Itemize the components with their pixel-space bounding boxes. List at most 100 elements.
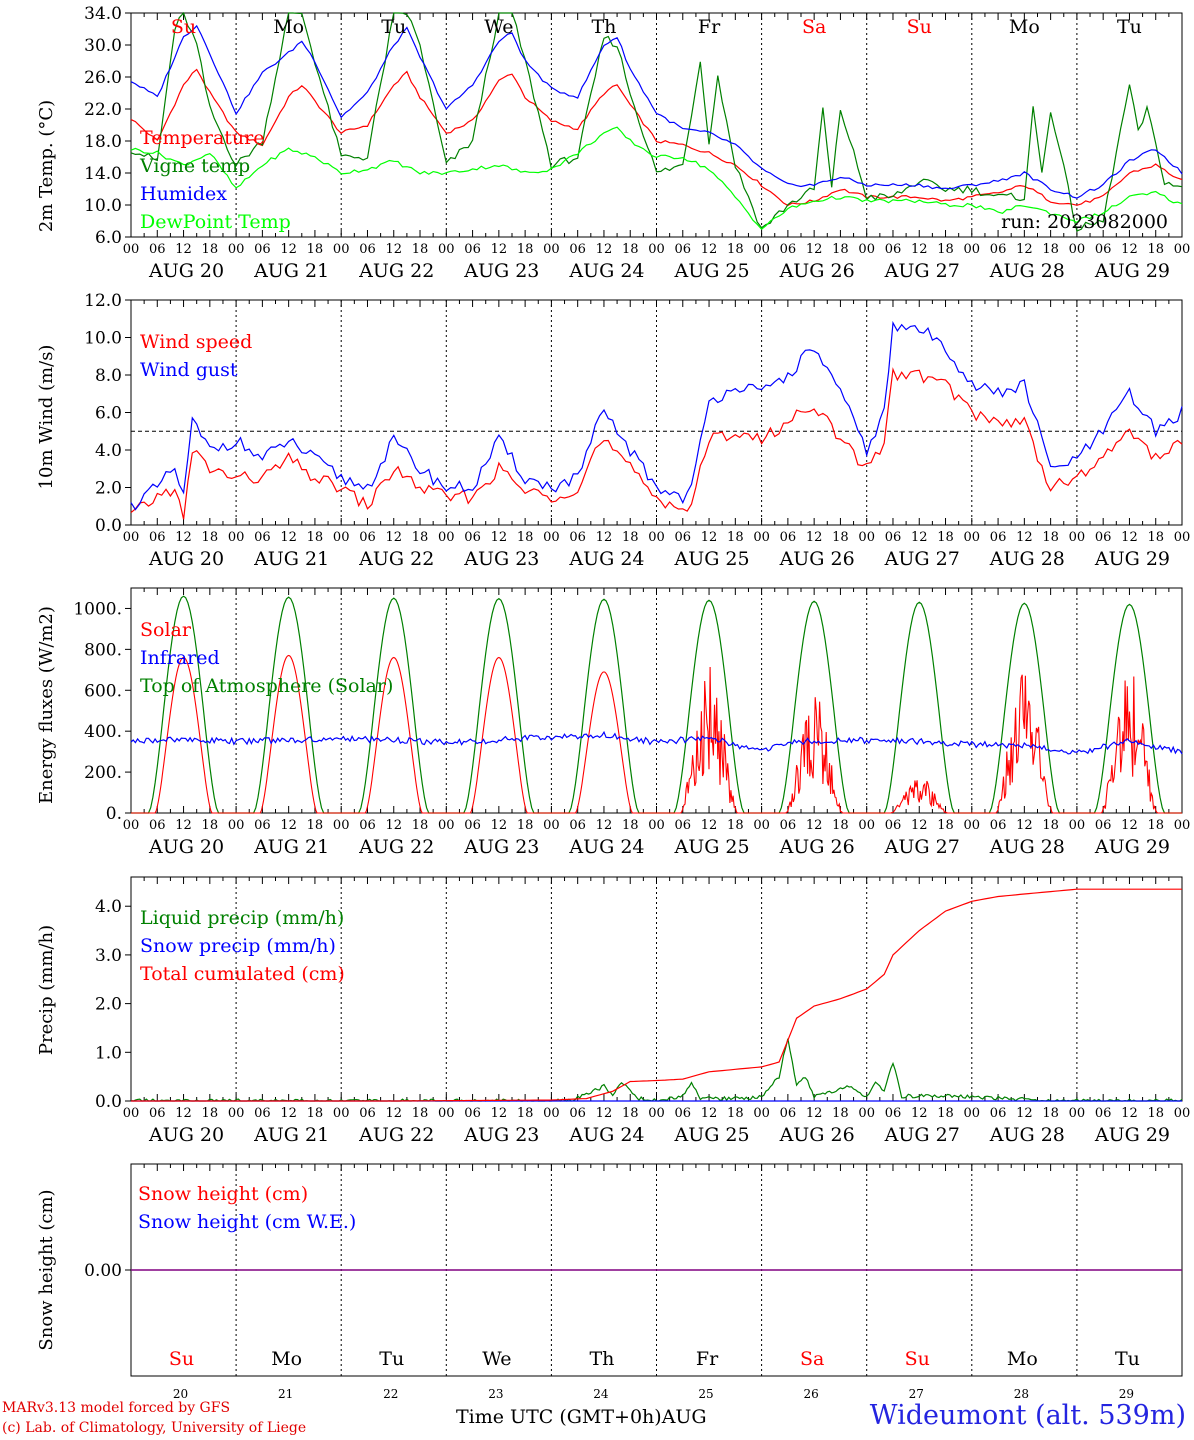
hour-tick-label: 12 bbox=[491, 818, 508, 833]
day-label: AUG 29 bbox=[1094, 548, 1170, 570]
series-line-infrared bbox=[130, 730, 1183, 755]
hour-tick-label: 00 bbox=[123, 530, 140, 545]
hour-tick-label: 18 bbox=[832, 818, 849, 833]
day-label: AUG 20 bbox=[148, 836, 224, 858]
hour-tick-label: 00 bbox=[753, 1106, 770, 1121]
hour-tick-label: 00 bbox=[964, 818, 981, 833]
series-line-wind-speed bbox=[130, 367, 1183, 520]
hour-tick-label: 12 bbox=[1016, 1106, 1033, 1121]
y-tick-label: 10.0 bbox=[84, 196, 122, 216]
hour-tick-label: 00 bbox=[858, 530, 875, 545]
hour-tick-label: 12 bbox=[701, 818, 718, 833]
hour-tick-label: 06 bbox=[569, 242, 586, 257]
hour-tick-label: 18 bbox=[307, 818, 324, 833]
hour-tick-label: 18 bbox=[1147, 530, 1164, 545]
legend-top-of-atmosphere-solar-: Top of Atmosphere (Solar) bbox=[140, 675, 393, 697]
hour-tick-label: 06 bbox=[780, 818, 797, 833]
hour-tick-label: 12 bbox=[911, 1106, 928, 1121]
y-tick-label: 6.0 bbox=[95, 228, 122, 248]
hour-tick-label: 00 bbox=[964, 242, 981, 257]
hour-tick-label: 18 bbox=[412, 242, 429, 257]
hour-tick-label: 18 bbox=[307, 530, 324, 545]
hour-tick-label: 18 bbox=[1147, 1106, 1164, 1121]
hour-tick-label: 06 bbox=[885, 818, 902, 833]
hour-tick-label: 00 bbox=[1069, 818, 1086, 833]
day-label: AUG 21 bbox=[253, 548, 329, 570]
hour-tick-label: 06 bbox=[885, 242, 902, 257]
y-tick-label: 2.0 bbox=[95, 995, 122, 1015]
series-line-dewpoint-temp bbox=[130, 126, 1183, 231]
y-tick-label: 8.0 bbox=[95, 366, 122, 386]
day-label: AUG 21 bbox=[253, 1124, 329, 1146]
legend-total-cumulated-cm-: Total cumulated (cm) bbox=[140, 963, 345, 985]
legend-snow-height-cm-w-e-: Snow height (cm W.E.) bbox=[138, 1211, 356, 1233]
hour-tick-label: 00 bbox=[123, 242, 140, 257]
hour-tick-label: 06 bbox=[359, 242, 376, 257]
series-line-vigne-temp bbox=[130, 11, 1183, 232]
hour-tick-label: 00 bbox=[228, 530, 245, 545]
y-tick-label: 30.0 bbox=[84, 36, 122, 56]
hour-tick-label: 00 bbox=[123, 1106, 140, 1121]
time-axis-label: Time UTC (GMT+0h) bbox=[456, 1406, 662, 1428]
y-tick-label: 0. bbox=[106, 804, 122, 824]
series-line-temperature bbox=[130, 68, 1183, 207]
hour-tick-label: 06 bbox=[464, 1106, 481, 1121]
lab-credit: (c) Lab. of Climatology, University of L… bbox=[2, 1420, 307, 1436]
hour-tick-label: 00 bbox=[333, 530, 350, 545]
y-tick-label: 1.0 bbox=[95, 1043, 122, 1063]
hour-tick-label: 12 bbox=[491, 530, 508, 545]
day-label: AUG 23 bbox=[463, 548, 539, 570]
hour-tick-label: 12 bbox=[596, 242, 613, 257]
hour-tick-label: 00 bbox=[438, 1106, 455, 1121]
hour-tick-label: 18 bbox=[307, 242, 324, 257]
y-tick-label: 10.0 bbox=[84, 329, 122, 349]
legend-wind-gust: Wind gust bbox=[140, 359, 238, 381]
hour-tick-label: 06 bbox=[1095, 818, 1112, 833]
hour-tick-label: 18 bbox=[727, 530, 744, 545]
day-number-label: 27 bbox=[909, 1387, 924, 1400]
day-number-label: 20 bbox=[173, 1387, 188, 1400]
hour-tick-label: 18 bbox=[517, 1106, 534, 1121]
hour-tick-label: 12 bbox=[806, 242, 823, 257]
weekday-label: Tu bbox=[379, 1348, 404, 1370]
hour-tick-label: 12 bbox=[911, 818, 928, 833]
hour-tick-label: 12 bbox=[596, 530, 613, 545]
y-tick-label: 34.0 bbox=[84, 4, 122, 24]
day-label: AUG 28 bbox=[989, 260, 1065, 282]
hour-tick-label: 00 bbox=[964, 530, 981, 545]
weekday-label: Tu bbox=[1115, 1348, 1140, 1370]
hour-tick-label: 12 bbox=[911, 242, 928, 257]
hour-tick-label: 00 bbox=[543, 242, 560, 257]
hour-tick-label: 06 bbox=[675, 530, 692, 545]
hour-tick-label: 06 bbox=[464, 530, 481, 545]
day-label: AUG 28 bbox=[989, 1124, 1065, 1146]
hour-tick-label: 06 bbox=[254, 1106, 271, 1121]
day-label: AUG 27 bbox=[884, 836, 960, 858]
hour-tick-label: 18 bbox=[727, 242, 744, 257]
hour-tick-label: 06 bbox=[1095, 1106, 1112, 1121]
day-label: AUG 20 bbox=[148, 1124, 224, 1146]
hour-tick-label: 00 bbox=[543, 1106, 560, 1121]
y-tick-label: 0.0 bbox=[95, 1092, 122, 1112]
hour-tick-label: 00 bbox=[543, 530, 560, 545]
weekday-label: We bbox=[482, 1348, 511, 1370]
y-axis-label: Precip (mm/h) bbox=[36, 925, 57, 1055]
weekday-label: Fr bbox=[696, 1348, 719, 1370]
hour-tick-label: 00 bbox=[753, 530, 770, 545]
y-tick-label: 14.0 bbox=[84, 164, 122, 184]
hour-tick-label: 18 bbox=[1042, 1106, 1059, 1121]
legend-solar: Solar bbox=[140, 619, 192, 641]
weekday-label: Tu bbox=[381, 16, 406, 38]
y-axis-label: 10m Wind (m/s) bbox=[36, 345, 57, 490]
hour-tick-label: 12 bbox=[175, 530, 192, 545]
hour-tick-label: 12 bbox=[385, 818, 402, 833]
hour-tick-label: 12 bbox=[1016, 530, 1033, 545]
hour-tick-label: 18 bbox=[832, 1106, 849, 1121]
hour-tick-label: 00 bbox=[964, 1106, 981, 1121]
hour-tick-label: 00 bbox=[858, 818, 875, 833]
hour-tick-label: 18 bbox=[937, 1106, 954, 1121]
hour-tick-label: 06 bbox=[359, 818, 376, 833]
hour-tick-label: 18 bbox=[622, 242, 639, 257]
hour-tick-label: 12 bbox=[1016, 818, 1033, 833]
day-label: AUG 25 bbox=[673, 1124, 749, 1146]
